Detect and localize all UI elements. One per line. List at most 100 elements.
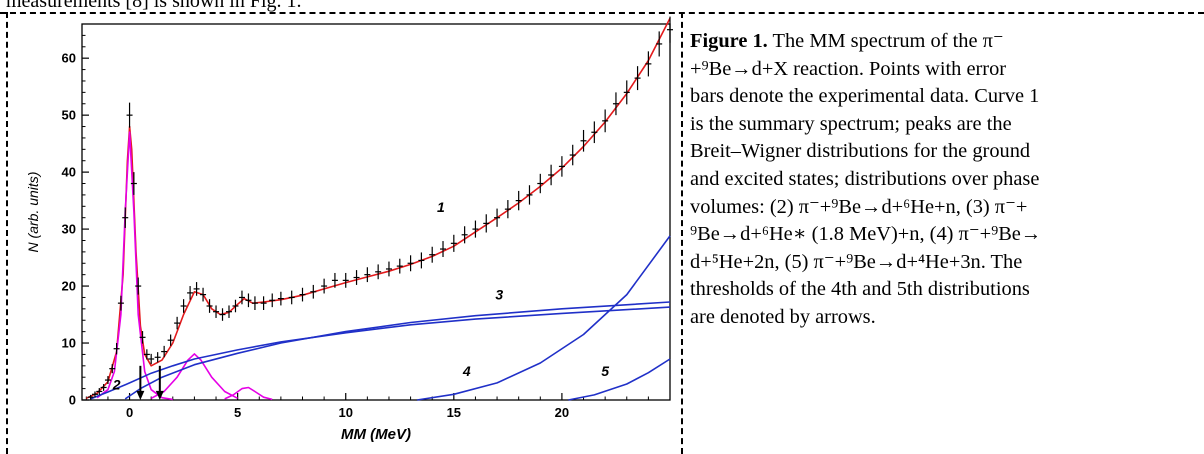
x-tick-label: 5	[234, 405, 241, 420]
x-tick-label: 15	[447, 405, 461, 420]
curve-peak-ground	[96, 131, 173, 401]
data-point	[260, 296, 267, 310]
data-point	[645, 51, 652, 77]
caption-line-11: are denoted by arrows.	[690, 305, 876, 328]
data-point	[180, 299, 187, 313]
data-point	[245, 293, 252, 308]
data-point	[656, 31, 663, 57]
data-point	[667, 16, 673, 43]
data-point	[193, 282, 200, 296]
data-point	[288, 290, 295, 305]
data-point	[461, 226, 468, 244]
data-point	[396, 258, 403, 274]
data-point	[238, 290, 245, 305]
threshold-arrow-head	[136, 390, 145, 400]
data-point	[104, 376, 111, 385]
data-point	[126, 102, 133, 128]
data-point	[219, 308, 226, 321]
header-fragment: measurements [8] is shown in Fig. 1.	[6, 0, 302, 12]
data-point	[342, 272, 349, 288]
data-point	[96, 388, 103, 395]
data-point	[299, 287, 306, 302]
data-point	[122, 207, 129, 228]
data-point	[385, 261, 392, 277]
data-point	[139, 331, 146, 344]
curve-summary	[85, 17, 671, 400]
data-point	[321, 278, 328, 294]
data-point	[269, 293, 276, 308]
data-point	[537, 173, 544, 194]
caption-line-8: ⁹Be→d+⁶He∗ (1.8 MeV)+n, (4) π⁻+⁹Be→	[690, 223, 1042, 246]
y-tick-label: 30	[62, 222, 76, 237]
data-point	[504, 200, 511, 219]
curve-peak-3	[150, 353, 238, 400]
data-point	[161, 345, 168, 358]
data-point	[130, 172, 137, 195]
data-point	[91, 391, 98, 398]
figure-caption: Figure 1. The MM spectrum of the π⁻ +⁹Be…	[690, 28, 1190, 332]
caption-line-3: bars denote the experimental data. Curve…	[690, 85, 1040, 108]
data-point	[526, 185, 533, 205]
data-point	[440, 241, 447, 258]
data-point	[429, 246, 436, 263]
curve-label-4: 4	[462, 363, 471, 379]
data-point	[623, 80, 630, 105]
curve-peak-5.4	[224, 386, 273, 401]
curve-phase-4	[416, 235, 671, 401]
curve-phase-5	[568, 358, 671, 401]
data-point	[206, 299, 213, 313]
caption-line-4: is the summary spectrum; peaks are the	[690, 112, 1012, 135]
data-point	[407, 255, 414, 272]
data-point	[154, 352, 161, 363]
data-point	[375, 264, 382, 280]
data-point	[117, 295, 124, 311]
data-point	[226, 305, 232, 318]
caption-line-6: and excited states; distributions over p…	[690, 167, 1040, 190]
data-point	[634, 66, 641, 91]
threshold-arrow-head	[155, 390, 164, 400]
data-point	[558, 156, 565, 177]
caption-line-10: thresholds of the 4th and 5th distributi…	[690, 278, 1030, 301]
data-point	[251, 296, 258, 310]
data-point	[418, 252, 425, 269]
data-point	[174, 316, 181, 330]
x-tick-label: 20	[555, 405, 569, 420]
data-point	[569, 144, 576, 166]
y-tick-label: 60	[62, 51, 76, 66]
data-point	[109, 364, 116, 374]
y-tick-label: 20	[62, 279, 76, 294]
curve-label-5: 5	[601, 363, 609, 379]
data-point	[148, 353, 155, 365]
spectrum-plot: 0 5 10 15 20 0 10 20 30 40 50 60 1 2 3 4 5 MM (MeV) N (…	[25, 16, 673, 443]
curve-label-2: 2	[112, 377, 121, 393]
figure-panel: 0 5 10 15 20 0 10 20 30 40 50 60 1 2 3 4 5 MM (MeV) N (…	[8, 14, 680, 454]
x-axis-label: MM (MeV)	[341, 426, 411, 443]
y-axis-label: N (arb. units)	[25, 172, 41, 253]
data-point	[591, 121, 598, 144]
caption-text-1: The MM spectrum of the π⁻	[772, 30, 1004, 52]
data-point	[494, 208, 501, 227]
frame-middle-divider	[681, 12, 683, 454]
caption-line-1: Figure 1. The MM spectrum of the π⁻	[690, 28, 1190, 56]
frame-left-border	[6, 12, 8, 454]
curve-phase-2	[90, 306, 671, 400]
data-point	[100, 384, 107, 391]
curve-phase-3	[124, 301, 671, 400]
data-point	[232, 299, 239, 313]
plot-frame	[81, 23, 671, 401]
data-point	[612, 92, 619, 116]
data-point	[310, 284, 317, 299]
caption-line-7: volumes: (2) π⁻+⁹Be→d+⁶He+n, (3) π⁻+	[690, 195, 1028, 218]
y-tick-label: 10	[62, 336, 76, 351]
caption-line-5: Breit–Wigner distributions for the groun…	[690, 140, 1031, 163]
frame-top-border	[0, 12, 1204, 14]
data-point	[602, 109, 609, 133]
data-point	[472, 220, 479, 238]
x-tick-label: 0	[126, 405, 133, 420]
data-point	[548, 164, 555, 186]
data-point	[200, 287, 207, 302]
threshold-arrow	[155, 365, 164, 400]
caption-line-9: d+⁵He+2n, (5) π⁻+⁹Be→d+⁴He+3n. The	[690, 250, 1023, 273]
data-point	[450, 234, 457, 252]
data-point	[143, 349, 150, 360]
